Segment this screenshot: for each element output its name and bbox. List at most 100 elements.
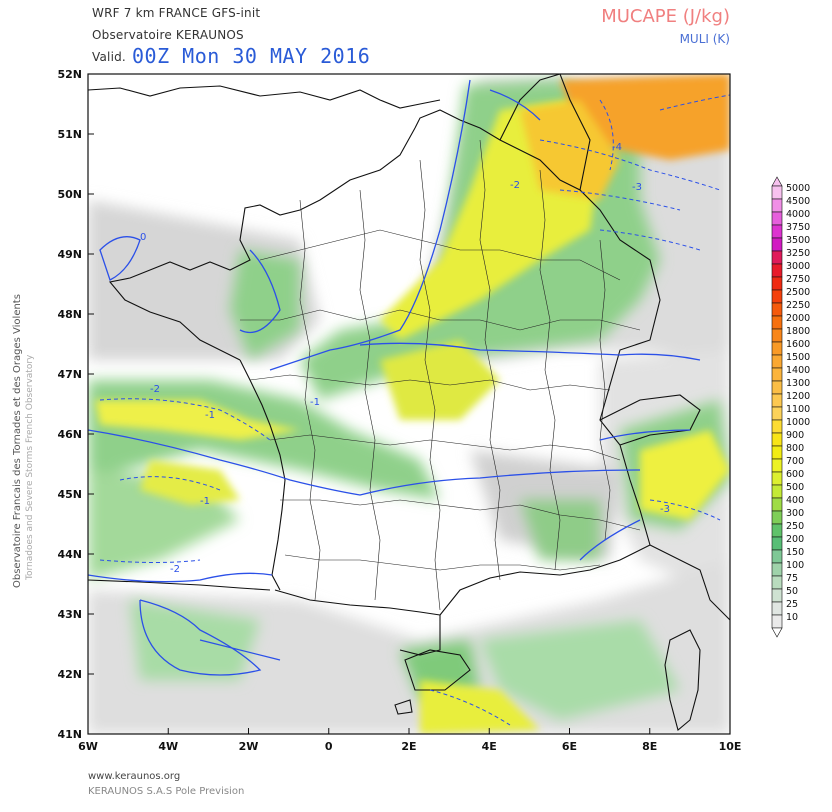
contour-label: -2 — [150, 384, 160, 395]
valid-label: Valid. — [92, 50, 126, 64]
legend-swatch — [771, 536, 783, 551]
contour-label: -1 — [200, 496, 210, 507]
legend-label: 300 — [786, 508, 804, 519]
legend-label: 2000 — [786, 313, 810, 324]
mucape-legend: 5000 4500 4000 3750 3500 3250 3000 2750 2500 2250… — [771, 176, 810, 638]
legend-label: 2250 — [786, 300, 810, 311]
legend-label: 1100 — [786, 404, 810, 415]
legend-swatch — [771, 458, 783, 473]
legend-swatch — [771, 302, 783, 317]
longitude-label: 2W — [239, 740, 259, 753]
legend-swatch — [771, 614, 783, 629]
longitude-axis: 6W 4W 2W 0 2E 4E 6E 8E 10E — [78, 728, 741, 753]
longitude-label: 0 — [325, 740, 333, 753]
legend-label: 3500 — [786, 235, 810, 246]
map-canvas: -1 -2 -3 -4 0 -1 -2 -3 -2 -1 — [88, 74, 730, 734]
legend-label: 200 — [786, 534, 804, 545]
legend-swatch — [771, 497, 783, 512]
legend-swatch — [771, 380, 783, 395]
legend-label: 50 — [786, 586, 798, 597]
company-credit: KERAUNOS S.A.S Pole Prevision — [88, 786, 245, 797]
muli-contours-dashed — [99, 94, 730, 726]
latitude-label: 50N — [57, 188, 82, 201]
legend-swatch — [771, 211, 783, 226]
legend-swatch — [771, 341, 783, 356]
legend-swatch — [771, 354, 783, 369]
contour-label: -1 — [310, 397, 320, 408]
legend-swatch — [771, 406, 783, 421]
contour-label: -1 — [205, 410, 215, 421]
legend-label: 10 — [786, 612, 798, 623]
longitude-label: 6W — [78, 740, 98, 753]
legend-label: 3750 — [786, 222, 810, 233]
legend-swatch — [771, 419, 783, 434]
organization-name: Observatoire KERAUNOS — [92, 28, 244, 42]
legend-swatch — [771, 263, 783, 278]
legend-label: 100 — [786, 560, 804, 571]
contour-label: -3 — [660, 504, 670, 515]
contour-labels: -1 -2 -3 -4 0 -1 -2 -3 -2 -1 — [140, 142, 670, 575]
legend-label: 150 — [786, 547, 804, 558]
legend-swatch — [771, 601, 783, 616]
legend-label: 400 — [786, 495, 804, 506]
latitude-label: 49N — [57, 248, 82, 261]
legend-label: 5000 — [786, 183, 810, 194]
latitude-label: 51N — [57, 128, 82, 141]
legend-swatch — [771, 562, 783, 577]
longitude-label: 8E — [642, 740, 657, 753]
latitude-label: 43N — [57, 608, 82, 621]
legend-label: 3250 — [786, 248, 810, 259]
side-credit-line1: Observatoire Francais des Tornades et de… — [12, 294, 23, 588]
parameter-subtitle: MULI (K) — [679, 32, 730, 46]
side-credit-line2: Tornadoes and Severe Storms French Obser… — [25, 354, 35, 581]
legend-label: 1800 — [786, 326, 810, 337]
contour-label: 0 — [140, 232, 146, 243]
legend-label: 1000 — [786, 417, 810, 428]
legend-label: 1600 — [786, 339, 810, 350]
muli-contours — [88, 79, 701, 676]
latitude-label: 42N — [57, 668, 82, 681]
longitude-label: 4E — [482, 740, 497, 753]
legend-swatch — [771, 588, 783, 603]
legend-label: 2500 — [786, 287, 810, 298]
latitude-label: 45N — [57, 488, 82, 501]
legend-label: 600 — [786, 469, 804, 480]
valid-date: 00Z Mon 30 MAY 2016 — [132, 44, 371, 68]
legend-swatch — [771, 445, 783, 460]
longitude-label: 10E — [719, 740, 742, 753]
latitude-label: 41N — [57, 728, 82, 741]
legend-swatch — [771, 575, 783, 590]
parameter-title: MUCAPE (J/kg) — [601, 6, 730, 27]
model-info: WRF 7 km FRANCE GFS-init — [92, 6, 261, 20]
latitude-label: 47N — [57, 368, 82, 381]
legend-swatch — [771, 224, 783, 239]
latitude-label: 48N — [57, 308, 82, 321]
website-link[interactable]: www.keraunos.org — [88, 771, 181, 782]
legend-label: 500 — [786, 482, 804, 493]
legend-label: 800 — [786, 443, 804, 454]
longitude-label: 6E — [562, 740, 577, 753]
legend-swatch — [771, 393, 783, 408]
legend-label: 1300 — [786, 378, 810, 389]
legend-swatch — [771, 276, 783, 291]
side-credit: Observatoire Francais des Tornades et de… — [12, 294, 35, 588]
legend-label: 2750 — [786, 274, 810, 285]
longitude-label: 4W — [158, 740, 178, 753]
legend-label: 3000 — [786, 261, 810, 272]
legend-swatch — [771, 510, 783, 525]
legend-swatch — [771, 237, 783, 252]
legend-swatch — [771, 523, 783, 538]
latitude-axis: 52N 51N 50N 49N 48N 47N 46N 45N 44N 43N 42N 41N — [57, 68, 94, 741]
legend-label: 1200 — [786, 391, 810, 402]
legend-label: 1500 — [786, 352, 810, 363]
mucape-field-orange — [520, 74, 730, 200]
latitude-label: 52N — [57, 68, 82, 81]
longitude-label: 2E — [401, 740, 416, 753]
contour-label: -3 — [632, 182, 642, 193]
legend-swatch — [771, 549, 783, 564]
legend-swatch — [771, 328, 783, 343]
legend-label: 4000 — [786, 209, 810, 220]
contour-label: -4 — [612, 142, 622, 153]
department-borders — [240, 139, 641, 611]
